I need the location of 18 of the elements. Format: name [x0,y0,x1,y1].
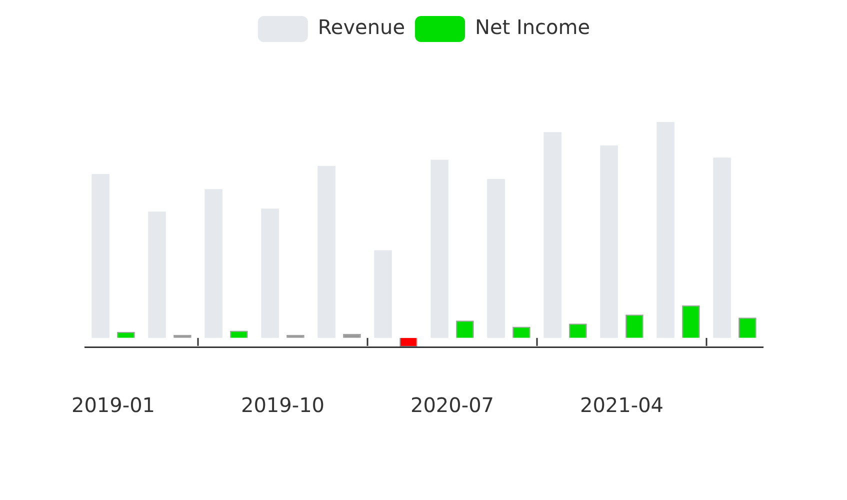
bar [487,179,505,338]
x-tick-label: 2019-10 [240,393,325,418]
bar [600,145,618,338]
bar [544,132,562,338]
bar [92,174,110,338]
x-tick-label: 2019-01 [71,393,156,418]
bar [430,160,448,338]
bar [713,158,731,338]
x-tick-label: 2020-07 [410,393,494,418]
legend-label: Net Income [475,15,590,40]
bar [656,122,674,338]
bar [261,208,279,338]
bar [148,212,166,338]
legend-label: Revenue [318,15,406,40]
bar [318,166,336,338]
bar [204,189,222,338]
x-tick-label: 2021-04 [580,393,664,418]
bar [374,250,392,338]
